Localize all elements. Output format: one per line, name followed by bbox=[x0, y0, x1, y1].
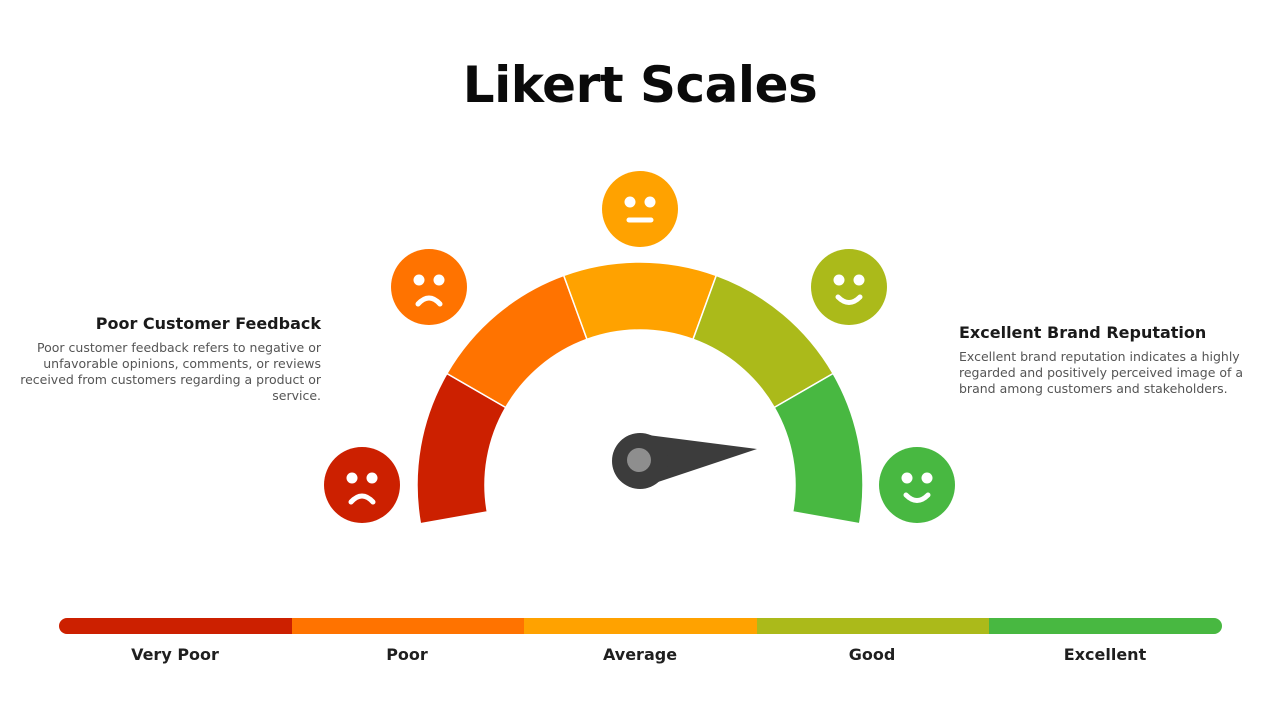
scale-label-very-poor: Very Poor bbox=[131, 645, 219, 664]
scale-label-good: Good bbox=[848, 645, 896, 664]
scale-label-excellent: Excellent bbox=[1063, 645, 1147, 664]
likert-scale-bar bbox=[59, 618, 1222, 634]
sad-face-icon bbox=[391, 249, 467, 325]
gauge-needle bbox=[612, 433, 757, 489]
excellent-reputation-block: Excellent Brand Reputation Excellent bra… bbox=[959, 323, 1249, 397]
scale-label-poor: Poor bbox=[386, 645, 428, 664]
neutral-face-icon bbox=[602, 171, 678, 247]
poor-feedback-heading: Poor Customer Feedback bbox=[95, 314, 321, 333]
scale-segment-very-poor bbox=[59, 618, 292, 634]
scale-segment-poor bbox=[291, 618, 525, 634]
scale-segment-average bbox=[524, 618, 757, 634]
scale-segment-excellent bbox=[989, 618, 1222, 634]
gauge-segment-excellent bbox=[773, 372, 864, 525]
gauge-segment-average bbox=[562, 261, 718, 341]
page-title: Likert Scales bbox=[462, 56, 818, 114]
poor-feedback-block: Poor Customer Feedback Poor customer fee… bbox=[20, 314, 321, 404]
scale-label-average: Average bbox=[602, 645, 678, 664]
poor-feedback-description: Poor customer feedback refers to negativ… bbox=[20, 340, 321, 403]
excellent-reputation-description: Excellent brand reputation indicates a h… bbox=[959, 349, 1244, 396]
scale-segment-good bbox=[756, 618, 990, 634]
sad-face-icon bbox=[324, 447, 400, 523]
happy-face-icon bbox=[879, 447, 955, 523]
happy-face-icon bbox=[811, 249, 887, 325]
excellent-reputation-heading: Excellent Brand Reputation bbox=[959, 323, 1207, 342]
